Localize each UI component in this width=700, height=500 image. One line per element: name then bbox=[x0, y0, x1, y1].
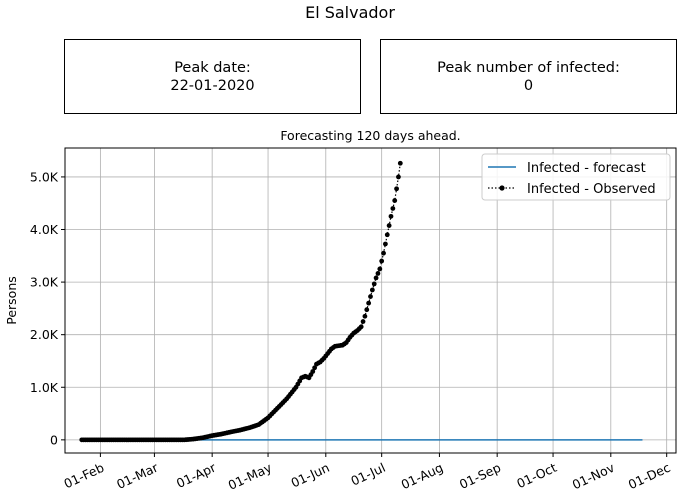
observed-series-line bbox=[81, 163, 401, 441]
observed-data-point bbox=[369, 287, 375, 293]
peak-infected-box: Peak number of infected: 0 bbox=[380, 39, 677, 114]
chart-subtitle: Forecasting 120 days ahead. bbox=[280, 128, 461, 143]
x-tick-label: 01-Nov bbox=[570, 459, 617, 492]
observed-data-point bbox=[379, 258, 385, 264]
legend-forecast-label: Infected - forecast bbox=[527, 161, 646, 176]
observed-data-point bbox=[388, 213, 394, 219]
x-tick-label: 01-Mar bbox=[114, 459, 161, 492]
observed-data-point bbox=[310, 369, 316, 374]
x-tick-label: 01-Dec bbox=[626, 460, 673, 492]
observed-data-point bbox=[397, 160, 403, 166]
observed-data-point bbox=[396, 174, 401, 180]
observed-data-point bbox=[364, 307, 370, 313]
peak-date-box: Peak date: 22-01-2020 bbox=[64, 39, 361, 114]
y-tick-label: 2.0K bbox=[30, 327, 59, 342]
observed-data-point bbox=[386, 223, 392, 228]
plot-frame bbox=[64, 147, 677, 454]
observed-series-markers bbox=[79, 160, 403, 443]
x-tick-label: 01-Jun bbox=[289, 460, 332, 491]
observed-data-point bbox=[368, 294, 373, 299]
peak-date-label: Peak date: bbox=[174, 59, 251, 76]
observed-data-point bbox=[381, 250, 386, 256]
y-tick-label: 4.0K bbox=[30, 222, 59, 237]
observed-data-point bbox=[383, 241, 388, 247]
observed-data-point bbox=[390, 206, 396, 211]
x-tick-label: 01-Jul bbox=[348, 460, 387, 489]
peak-infected-label: Peak number of infected: bbox=[437, 59, 620, 76]
y-tick-label: 5.0K bbox=[30, 169, 59, 184]
observed-data-point bbox=[375, 271, 381, 276]
x-tick-label: 01-Aug bbox=[399, 460, 446, 492]
observed-data-point bbox=[392, 198, 398, 203]
figure-title: El Salvador bbox=[305, 3, 395, 22]
legend: Infected - forecast Infected - Observed bbox=[481, 153, 671, 201]
y-tick-label: 0 bbox=[50, 432, 58, 447]
observed-data-point bbox=[366, 300, 372, 306]
observed-data-point bbox=[377, 266, 383, 272]
y-tick-label: 3.0K bbox=[30, 275, 59, 290]
x-tick-label: 01-Feb bbox=[61, 460, 106, 492]
observed-data-point bbox=[373, 275, 379, 281]
x-tick-label: 01-Apr bbox=[174, 459, 219, 491]
legend-observed-marker bbox=[499, 185, 505, 191]
observed-data-point bbox=[360, 319, 366, 324]
x-tick-label: 01-Oct bbox=[514, 460, 559, 492]
observed-data-point bbox=[358, 324, 364, 330]
observed-data-point bbox=[362, 313, 368, 319]
legend-observed-label: Infected - Observed bbox=[527, 182, 656, 197]
legend-box bbox=[481, 153, 671, 201]
observed-data-point bbox=[394, 186, 399, 192]
y-tick-label: 1.0K bbox=[30, 380, 59, 395]
observed-data-point bbox=[371, 281, 377, 287]
x-tick-label: 01-Sep bbox=[457, 460, 503, 492]
peak-infected-value: 0 bbox=[523, 77, 534, 94]
peak-date-value: 22-01-2020 bbox=[170, 77, 255, 94]
observed-data-point bbox=[384, 232, 390, 238]
y-axis-label: Persons bbox=[4, 276, 19, 325]
observed-data-point bbox=[312, 365, 318, 371]
x-tick-label: 01-May bbox=[226, 459, 275, 492]
